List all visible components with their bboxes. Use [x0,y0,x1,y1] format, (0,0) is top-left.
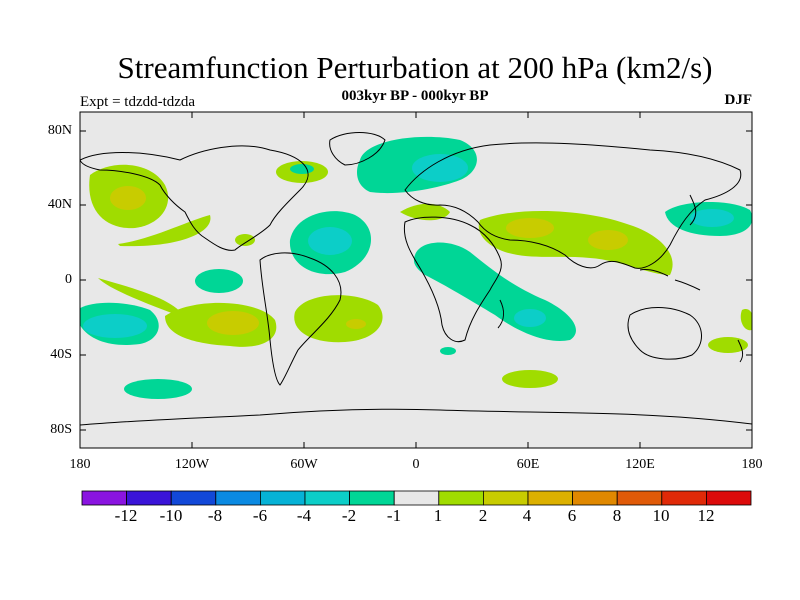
colorbar-box [304,490,350,506]
contour-region [502,370,558,388]
y-tick-label: 40S [50,347,72,362]
colorbar-box [81,490,127,506]
y-tick-label: 80S [50,422,72,437]
colorbar-box [438,490,484,506]
colorbar-label: 12 [697,506,715,525]
colorbar-label: 6 [567,506,577,525]
contour-region [440,347,456,355]
x-tick-label: 180 [69,457,91,472]
chart-title: Streamfunction Perturbation at 200 hPa (… [117,50,713,85]
colorbar-box [393,490,440,506]
contour-region [124,379,192,399]
contour-region [83,314,147,338]
x-tick-label: 180 [741,457,763,472]
axis-ticks [79,112,753,448]
y-tick-label: 0 [65,272,72,287]
colorbar-box [572,490,618,506]
colorbar-label: 10 [652,506,670,525]
colorbar-label: -10 [159,506,183,525]
colorbar-label: -4 [296,506,312,525]
colorbar-box [706,490,752,506]
coast-japan [689,194,697,226]
colorbar-box [349,490,395,506]
contour-region [98,278,185,318]
contour-region [118,215,211,247]
colorbar-label: 4 [522,506,532,525]
contour-region [110,186,146,210]
colorbar-label: -2 [341,506,357,525]
colorbar-label: -12 [114,506,138,525]
colorbar-box [482,490,529,506]
coast-antarctica [80,408,752,426]
contour-region [514,309,546,327]
contour-region [400,203,450,221]
colorbar-boxes [81,490,752,506]
colorbar-label: 8 [612,506,622,525]
contour-region [308,227,352,255]
contour-fills [80,136,752,399]
colorbar-box [215,490,261,506]
coast-greenland [329,132,386,166]
coast-europe-asia [404,142,742,269]
experiment-label: Expt = tdzdd-tdzda [80,94,196,110]
coast-madagascar [497,299,504,329]
x-tick-label: 120E [625,457,655,472]
contour-region [412,154,468,182]
colorbar-label: -6 [252,506,268,525]
y-tick-label: 40N [47,197,72,212]
contour-region [207,311,259,335]
colorbar-box [661,490,707,506]
colorbar-box [616,490,663,506]
coastlines [80,132,752,426]
x-tick-label: 60E [516,457,540,472]
chart-subtitle: 003kyr BP - 000kyr BP [341,88,489,104]
coast-africa [403,216,502,343]
coast-north-america [80,145,309,251]
contour-region [346,319,366,329]
y-tick-label: 80N [47,123,72,138]
contour-region [690,209,734,227]
contour-region [235,234,255,246]
contour-region [506,218,554,238]
x-tick-label: 0 [412,457,420,472]
colorbar-box [259,490,306,506]
coast-newzealand [737,339,744,363]
colorbar-label: 2 [478,506,488,525]
x-tick-label: 120W [174,457,210,472]
coast-indonesia [639,269,701,291]
contour-region [588,230,628,250]
x-tick-label: 60W [290,457,318,472]
colorbar-box [527,490,573,506]
coast-south-america [259,252,342,386]
colorbar-box [170,490,217,506]
colorbar-label: -8 [207,506,223,525]
contour-region [195,269,243,293]
coast-australia [627,307,702,360]
contour-region [740,309,752,331]
colorbar-label: -1 [386,506,402,525]
colorbar-box [126,490,172,506]
colorbar-label: 1 [433,506,443,525]
season-label: DJF [724,92,753,108]
